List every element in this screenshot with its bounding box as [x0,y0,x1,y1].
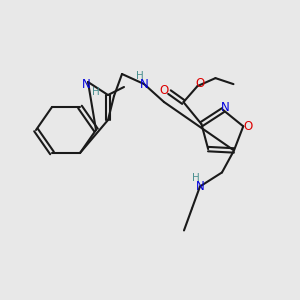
Text: H: H [192,173,200,184]
Text: O: O [160,84,169,97]
Text: N: N [140,77,148,91]
Text: N: N [196,180,204,193]
Text: O: O [244,120,253,133]
Text: O: O [196,76,205,90]
Text: H: H [136,71,144,81]
Text: H: H [92,87,100,97]
Text: N: N [221,100,230,113]
Text: N: N [82,79,90,92]
